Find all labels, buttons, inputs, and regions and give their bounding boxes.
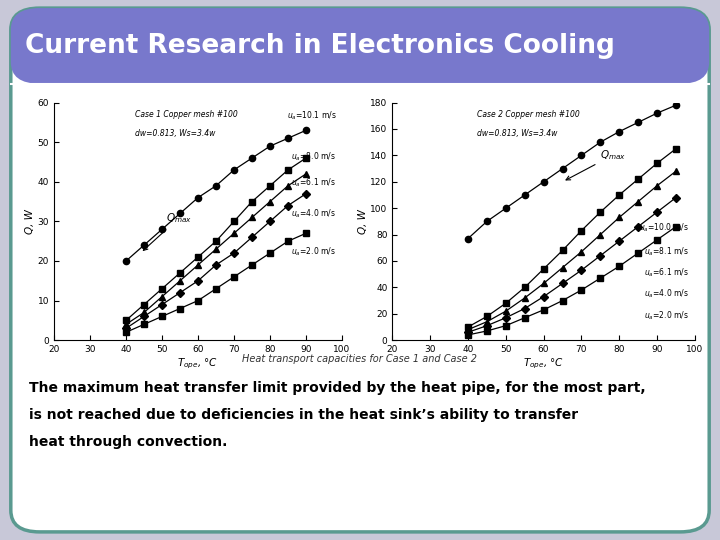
Text: Current Research in Electronics Cooling: Current Research in Electronics Cooling bbox=[25, 33, 615, 59]
Text: $Q_{max}$: $Q_{max}$ bbox=[143, 211, 192, 251]
Y-axis label: Q, W: Q, W bbox=[358, 209, 367, 234]
Text: dw=0.813, Ws=3.4w: dw=0.813, Ws=3.4w bbox=[135, 129, 215, 138]
X-axis label: $T_{ope}$, °C: $T_{ope}$, °C bbox=[523, 357, 564, 371]
Text: $u_a$=10.0 m/s: $u_a$=10.0 m/s bbox=[639, 221, 689, 234]
Text: $Q_{max}$: $Q_{max}$ bbox=[566, 148, 626, 180]
Text: $u_a$=6.1 m/s: $u_a$=6.1 m/s bbox=[644, 267, 689, 279]
Text: is not reached due to deficiencies in the heat sink’s ability to transfer: is not reached due to deficiencies in th… bbox=[29, 408, 578, 422]
Text: $u_a$=2.0 m/s: $u_a$=2.0 m/s bbox=[644, 309, 689, 322]
Text: $u_a$=4.0 m/s: $u_a$=4.0 m/s bbox=[292, 207, 336, 220]
Text: $u_a$=4.0 m/s: $u_a$=4.0 m/s bbox=[644, 288, 689, 300]
X-axis label: $T_{ope}$, °C: $T_{ope}$, °C bbox=[177, 357, 219, 371]
FancyBboxPatch shape bbox=[11, 8, 709, 84]
Text: The maximum heat transfer limit provided by the heat pipe, for the most part,: The maximum heat transfer limit provided… bbox=[29, 381, 645, 395]
Text: $u_a$=2.0 m/s: $u_a$=2.0 m/s bbox=[292, 245, 336, 258]
Text: Heat transport capacities for Case 1 and Case 2: Heat transport capacities for Case 1 and… bbox=[243, 354, 477, 364]
Text: $u_a$=6.1 m/s: $u_a$=6.1 m/s bbox=[292, 176, 336, 189]
FancyBboxPatch shape bbox=[11, 8, 709, 532]
Text: $u_a$=10.1 m/s: $u_a$=10.1 m/s bbox=[287, 110, 336, 122]
Text: dw=0.813, Ws=3.4w: dw=0.813, Ws=3.4w bbox=[477, 129, 557, 138]
Text: $u_a$=8.1 m/s: $u_a$=8.1 m/s bbox=[644, 245, 689, 258]
Y-axis label: Q, W: Q, W bbox=[25, 209, 35, 234]
Text: Case 2 Copper mesh #100: Case 2 Copper mesh #100 bbox=[477, 110, 580, 119]
Text: Case 1 Copper mesh #100: Case 1 Copper mesh #100 bbox=[135, 110, 238, 119]
Text: heat through convection.: heat through convection. bbox=[29, 435, 228, 449]
Text: $u_a$=8.0 m/s: $u_a$=8.0 m/s bbox=[292, 150, 336, 163]
